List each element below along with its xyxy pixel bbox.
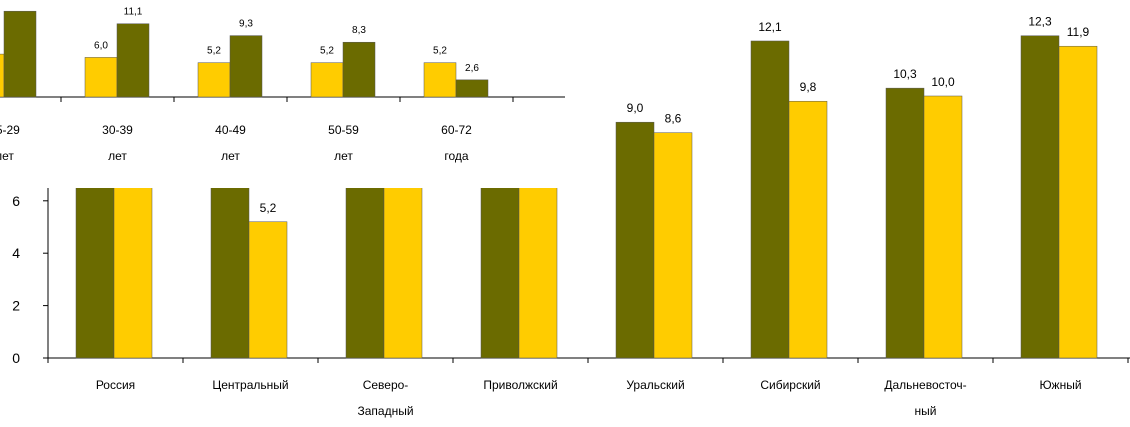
x-tick-label: ный — [915, 404, 937, 418]
data-label: 12,1 — [758, 20, 782, 34]
inset-data-label: 2,6 — [465, 63, 479, 74]
inset-x-tick-label: лет — [334, 149, 353, 163]
inset-bar — [3, 10, 37, 98]
x-tick-label: Западный — [357, 404, 413, 418]
inset-x-tick-label: лет — [0, 149, 14, 163]
y-tick-label: 4 — [12, 245, 20, 261]
inset-x-tick-label: 50-59 — [328, 123, 359, 137]
inset-bar — [455, 79, 489, 98]
inset-bar — [0, 53, 5, 98]
x-tick-label: Приволжский — [483, 378, 557, 392]
y-tick-label: 0 — [12, 350, 20, 366]
bar — [248, 221, 288, 359]
bar — [1020, 35, 1060, 359]
inset-bar — [310, 62, 344, 98]
inset-bar — [229, 35, 263, 98]
data-label: 9,8 — [800, 80, 817, 94]
x-tick-label: Уральский — [626, 378, 684, 392]
inset-data-label: 5,2 — [433, 46, 447, 57]
y-tick-label: 6 — [12, 193, 20, 209]
inset-bar — [116, 23, 150, 98]
x-tick-label: Россия — [96, 378, 135, 392]
x-tick-label: Южный — [1039, 378, 1081, 392]
inset-chart-panel: 25-29 лет 30-39 лет 6,0 11,1 40-49 лет 5,2 9,3 50-… — [0, 0, 565, 188]
bar — [750, 40, 790, 359]
inset-bar — [197, 62, 231, 98]
inset-x-tick-label: лет — [221, 149, 240, 163]
inset-bar — [84, 57, 118, 98]
data-label: 9,0 — [627, 101, 644, 115]
inset-x-tick-label: 60-72 — [441, 123, 472, 137]
bar — [653, 132, 693, 359]
bar — [1058, 45, 1098, 359]
inset-bar — [423, 62, 457, 98]
inset-x-tick-label: 30-39 — [102, 123, 133, 137]
data-label: 12,3 — [1028, 15, 1052, 29]
data-label: 11,9 — [1067, 25, 1090, 39]
inset-data-label: 9,3 — [239, 19, 253, 30]
inset-x-tick-label: года — [444, 149, 469, 163]
bar — [923, 95, 963, 359]
inset-data-label: 5,2 — [207, 46, 221, 57]
inset-x-tick-label: лет — [108, 149, 127, 163]
data-label: 8,6 — [665, 112, 682, 126]
inset-data-label: 6,0 — [94, 40, 108, 51]
x-tick-label: Дальневосточ- — [884, 378, 966, 392]
inset-x-tick-label: 40-49 — [215, 123, 246, 137]
inset-bar-chart: 25-29 лет 30-39 лет 6,0 11,1 40-49 лет 5,2 9,3 50-… — [0, 7, 565, 163]
data-label: 10,3 — [893, 67, 917, 81]
y-tick-label: 2 — [12, 298, 20, 314]
x-tick-label: Сибирский — [760, 378, 820, 392]
inset-x-tick-label: 25-29 — [0, 123, 20, 137]
bar — [788, 100, 828, 359]
inset-data-label: 8,3 — [352, 25, 366, 36]
inset-data-label: 11,1 — [124, 7, 143, 18]
data-label: 10,0 — [931, 75, 955, 89]
bar — [885, 87, 925, 359]
bar — [615, 121, 655, 359]
inset-bar — [342, 41, 376, 98]
inset-data-label: 5,2 — [320, 46, 334, 57]
data-label: 5,2 — [260, 201, 277, 215]
x-tick-label: Центральный — [212, 378, 288, 392]
x-tick-label: Северо- — [363, 378, 409, 392]
